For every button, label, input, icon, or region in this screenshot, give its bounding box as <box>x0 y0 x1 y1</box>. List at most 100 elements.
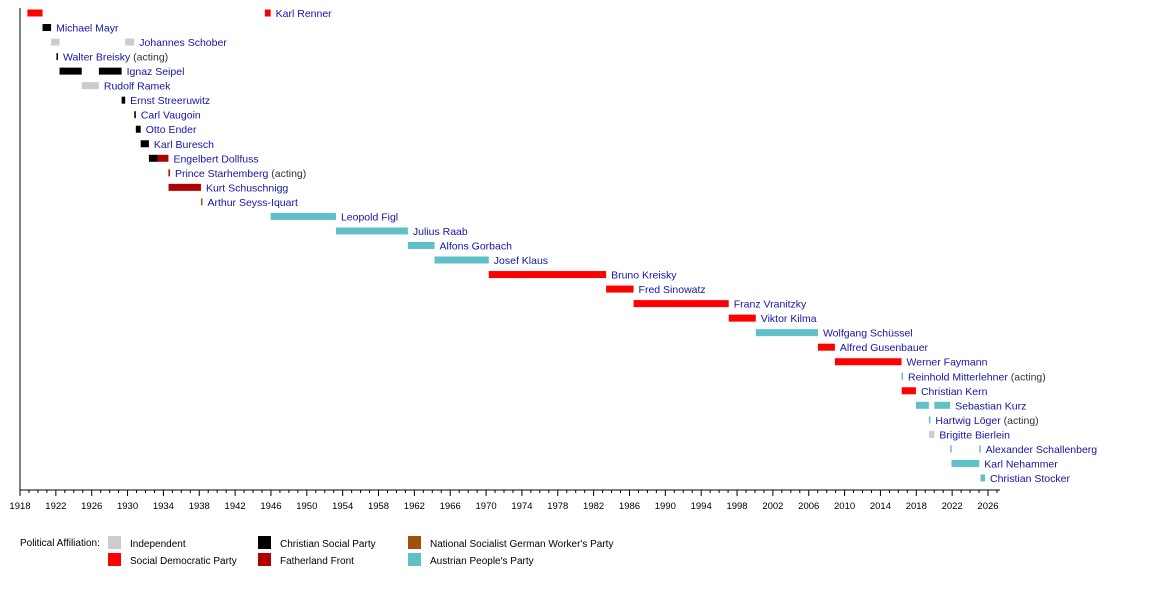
chancellor-name[interactable]: Ignaz Seipel <box>127 66 185 78</box>
chancellor-name[interactable]: Kurt Schuschnigg <box>206 182 288 194</box>
x-tick-label: 1918 <box>9 501 30 512</box>
chancellor-label: Johannes Schober <box>139 37 227 49</box>
term-bar <box>335 227 408 235</box>
chancellor-name[interactable]: Viktor Kilma <box>761 313 817 325</box>
term-bar <box>606 285 634 293</box>
chancellor-name[interactable]: Karl Renner <box>276 8 333 20</box>
chancellor-name[interactable]: Brigitte Bierlein <box>939 429 1010 441</box>
chancellor-label: Rudolf Ramek <box>104 81 171 93</box>
chancellor-label: Engelbert Dollfuss <box>173 153 258 165</box>
chancellor-name[interactable]: Carl Vaugoin <box>141 110 201 122</box>
term-bar <box>134 111 136 119</box>
chancellor-label: Walter Breisky (acting) <box>63 52 168 64</box>
acting-note: (acting) <box>1001 415 1039 427</box>
x-tick-label: 2014 <box>870 501 891 512</box>
chancellor-name[interactable]: Karl Buresch <box>154 139 214 151</box>
chancellor-name[interactable]: Walter Breisky <box>63 52 131 64</box>
x-tick-label: 1982 <box>583 501 604 512</box>
legend-label-ns: National Socialist German Worker's Party <box>430 539 613 550</box>
legend-swatch-ns <box>408 536 421 549</box>
term-bar <box>434 256 489 264</box>
chancellor-name[interactable]: Johannes Schober <box>139 37 227 49</box>
legend-swatch-cs <box>258 536 271 549</box>
chancellor-name[interactable]: Hartwig Löger <box>935 415 1001 427</box>
chancellor-name[interactable]: Wolfgang Schüssel <box>823 328 913 340</box>
chancellor-label: Leopold Figl <box>341 211 398 223</box>
chancellor-label: Karl Nehammer <box>984 458 1058 470</box>
term-bar <box>934 401 951 409</box>
x-tick-label: 1970 <box>476 501 497 512</box>
term-bar <box>929 430 935 438</box>
chancellor-label: Prince Starhemberg (acting) <box>175 168 306 180</box>
x-tick-label: 1946 <box>260 501 281 512</box>
term-bar <box>148 154 158 162</box>
chancellor-label: Brigitte Bierlein <box>939 429 1010 441</box>
chancellor-label: Fred Sinowatz <box>639 284 706 296</box>
x-tick-label: 1930 <box>117 501 138 512</box>
chancellor-label: Christian Kern <box>921 386 988 398</box>
chancellor-label: Michael Mayr <box>56 23 119 35</box>
chancellor-name[interactable]: Engelbert Dollfuss <box>173 153 258 165</box>
chancellor-name[interactable]: Reinhold Mitterlehner <box>908 371 1008 383</box>
x-tick-label: 1938 <box>189 501 210 512</box>
x-tick-label: 1994 <box>691 501 712 512</box>
acting-note: (acting) <box>130 52 168 64</box>
chancellor-name[interactable]: Michael Mayr <box>56 23 119 35</box>
chancellor-label: Christian Stocker <box>990 473 1070 485</box>
chancellor-name[interactable]: Christian Stocker <box>990 473 1070 485</box>
chancellor-label: Carl Vaugoin <box>141 110 201 122</box>
chancellor-name[interactable]: Otto Ender <box>146 124 197 136</box>
x-tick-label: 2002 <box>762 501 783 512</box>
legend-swatch-ind <box>108 536 121 549</box>
chancellor-name[interactable]: Ernst Streeruwitz <box>130 95 210 107</box>
chancellor-name[interactable]: Arthur Seyss-Iquart <box>207 197 298 209</box>
chancellor-name[interactable]: Bruno Kreisky <box>611 270 677 282</box>
term-bar <box>633 300 729 308</box>
x-tick-label: 1986 <box>619 501 640 512</box>
term-bar <box>950 445 952 453</box>
chancellor-label: Julius Raab <box>413 226 468 238</box>
chancellor-name[interactable]: Fred Sinowatz <box>639 284 706 296</box>
term-bar <box>81 82 99 90</box>
labels-layer: Karl Renner Michael Mayr Johannes Schober W… <box>56 8 1097 485</box>
chancellor-name[interactable]: Alfons Gorbach <box>440 240 513 252</box>
chancellor-name[interactable]: Alexander Schallenberg <box>986 444 1098 456</box>
chancellor-name[interactable]: Julius Raab <box>413 226 468 238</box>
chancellor-name[interactable]: Alfred Gusenbauer <box>840 342 929 354</box>
legend: Political Affiliation: Independent Social… <box>20 536 613 567</box>
chancellor-label: Arthur Seyss-Iquart <box>207 197 298 209</box>
x-tick-label: 1966 <box>440 501 461 512</box>
x-tick-label: 1954 <box>332 501 353 512</box>
x-tick-label: 1998 <box>726 501 747 512</box>
chancellor-name[interactable]: Karl Nehammer <box>984 458 1058 470</box>
x-tick-label: 1958 <box>368 501 389 512</box>
x-tick-label: 1934 <box>153 501 174 512</box>
term-bar <box>121 96 126 104</box>
chancellor-name[interactable]: Prince Starhemberg <box>175 168 269 180</box>
chancellor-name[interactable]: Leopold Figl <box>341 211 398 223</box>
legend-label-vf: Fatherland Front <box>280 556 354 567</box>
chancellor-name[interactable]: Werner Faymann <box>907 357 988 369</box>
chancellor-label: Reinhold Mitterlehner (acting) <box>908 371 1046 383</box>
legend-title: Political Affiliation: <box>20 538 100 549</box>
chancellor-name[interactable]: Christian Kern <box>921 386 988 398</box>
chancellor-label: Viktor Kilma <box>761 313 817 325</box>
term-bar <box>59 67 82 75</box>
chancellor-name[interactable]: Josef Klaus <box>494 255 548 267</box>
term-bar <box>125 38 135 46</box>
chancellor-name[interactable]: Sebastian Kurz <box>955 400 1026 412</box>
term-bar <box>951 459 980 467</box>
x-axis: 1918 1922 1926 1930 1934 1938 1942 1946 1950 1954… <box>9 8 1000 512</box>
term-bar <box>915 401 929 409</box>
chancellor-label: Karl Renner <box>276 8 333 20</box>
legend-swatch-ovp <box>408 553 421 566</box>
chancellor-name[interactable]: Franz Vranitzky <box>734 299 807 311</box>
x-tick-label: 1990 <box>655 501 676 512</box>
x-tick-label: 1950 <box>296 501 317 512</box>
term-bar <box>264 9 271 17</box>
chancellor-label: Ernst Streeruwitz <box>130 95 210 107</box>
x-tick-label: 1978 <box>547 501 568 512</box>
chancellor-name[interactable]: Rudolf Ramek <box>104 81 171 93</box>
legend-label-spo: Social Democratic Party <box>130 556 237 567</box>
